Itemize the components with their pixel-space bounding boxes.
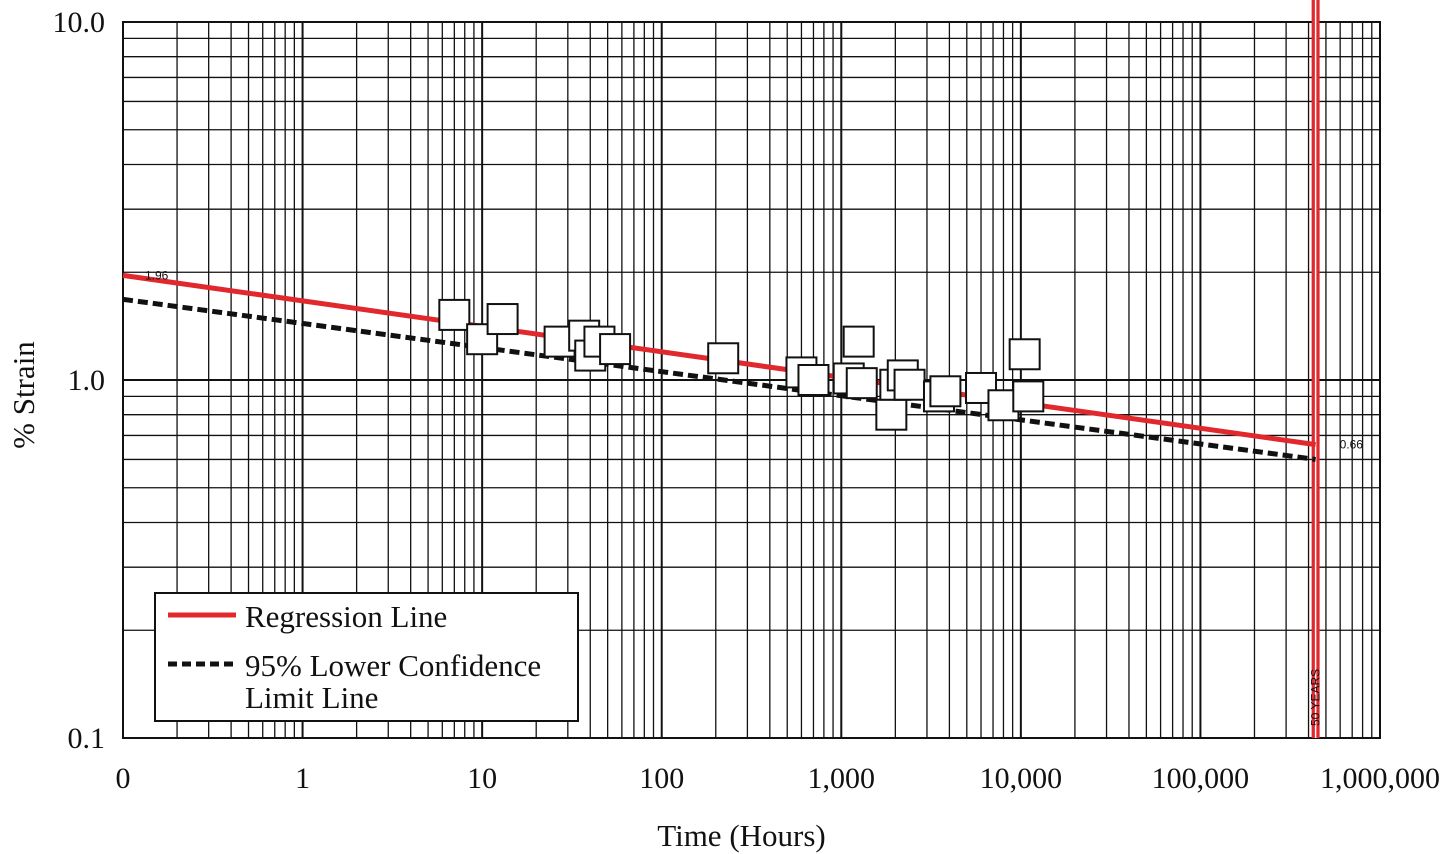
x-tick-label: 100 [639,762,684,795]
x-tick-label: 10 [467,762,497,795]
y-axis-tick-labels: 0.1 1.0 10.0 [53,6,106,755]
x-tick-label: 1,000 [808,762,876,795]
data-point [1012,380,1045,413]
x-tick-label: 100,000 [1152,762,1250,795]
data-point [1008,338,1041,371]
data-point [845,367,878,400]
data-point [842,325,875,358]
y-axis-title: % Strain [6,341,41,449]
x-tick-label: 0 [116,762,131,795]
x-tick-label: 10,000 [980,762,1063,795]
data-point [707,342,740,375]
data-point [797,364,830,396]
data-point [486,303,519,336]
x-tick-label: 1 [295,762,310,795]
plot-area-frame [122,21,1381,739]
end-value-label: 0.66 [1340,438,1364,452]
data-point [599,333,632,366]
y-tick-label: 1.0 [68,364,106,397]
data-point [466,323,499,356]
x-axis-title: Time (Hours) [657,818,826,853]
data-point [929,375,962,408]
legend: Regression Line 95% Lower Confidence Lim… [154,592,579,722]
data-point [438,298,471,331]
confidence-limit-line [122,296,1316,462]
legend-label-confidence: 95% Lower Confidence [245,648,541,683]
design-life-label: 50 YEARS [1309,669,1323,726]
legend-label-confidence-cont: Limit Line [245,680,378,715]
annotations: 1.96 0.66 50 YEARS [145,268,1363,726]
data-point [875,398,908,431]
series-layer [122,0,1320,738]
y-tick-label: 0.1 [68,722,106,755]
x-axis-tick-labels: 0 1 10 100 1,000 10,000 100,000 1,000,000 [116,762,1441,795]
y-tick-label: 10.0 [53,6,106,39]
x-tick-label: 1,000,000 [1320,762,1440,795]
data-markers [438,298,1045,431]
data-point [893,368,926,401]
start-value-label: 1.96 [145,268,169,282]
legend-label-regression: Regression Line [245,599,447,634]
